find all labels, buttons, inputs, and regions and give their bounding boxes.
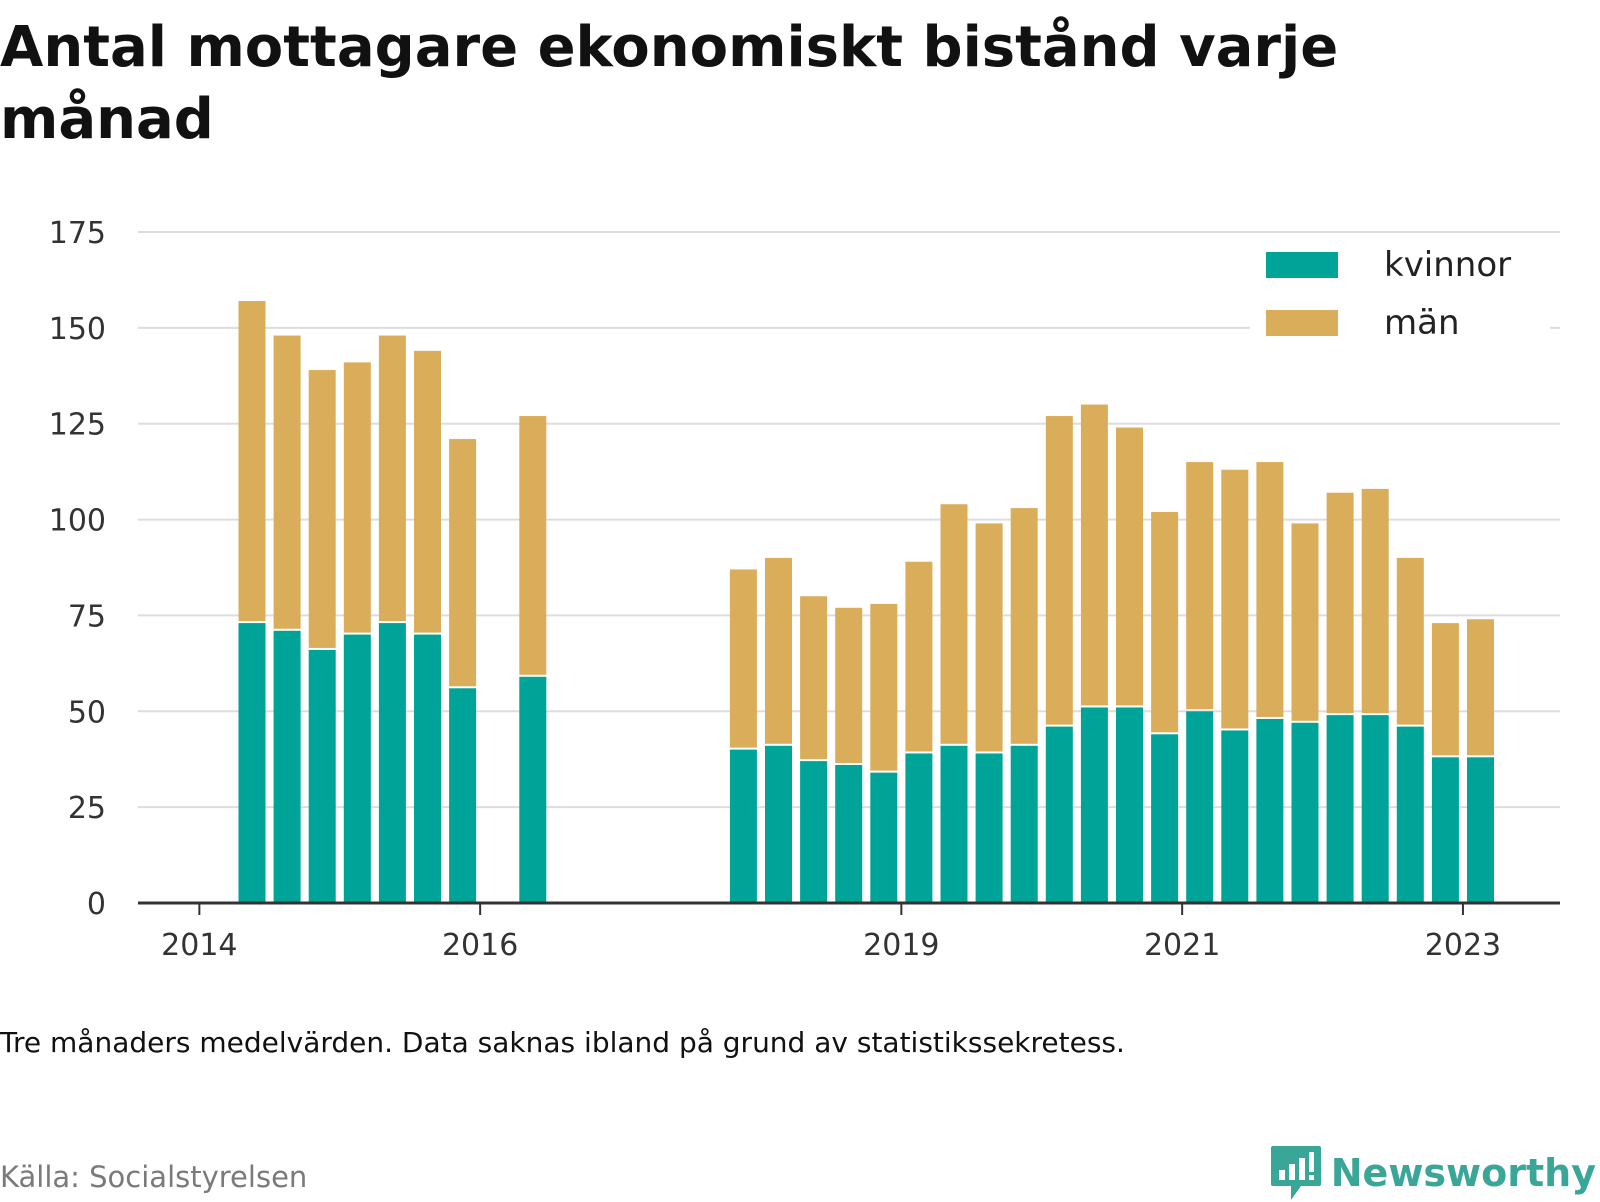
- brand-logo: Newsworthy: [1269, 1144, 1596, 1202]
- legend: kvinnor män: [1250, 236, 1550, 348]
- bar-man: [1291, 523, 1319, 721]
- x-tick-label: 2016: [442, 928, 518, 963]
- y-tick-label: 50: [68, 695, 106, 730]
- legend-swatch-kvinnor: [1266, 252, 1338, 278]
- bar-kvinnor: [238, 623, 266, 903]
- chart-bubble-icon: [1270, 1146, 1321, 1200]
- legend-label-man: män: [1384, 303, 1460, 343]
- bar-kvinnor: [1080, 707, 1108, 903]
- bar-man: [1080, 404, 1108, 706]
- y-tick-label: 150: [49, 312, 106, 347]
- x-tick-label: 2023: [1425, 928, 1501, 963]
- bar-man: [905, 561, 933, 752]
- bar-kvinnor: [1326, 715, 1354, 903]
- bar-man: [800, 596, 828, 760]
- chart-footnote: Tre månaders medelvärden. Data saknas ib…: [0, 1026, 1125, 1059]
- bar-kvinnor: [1221, 730, 1249, 903]
- bar-kvinnor: [975, 753, 1003, 903]
- bar-man: [940, 504, 968, 744]
- bar-kvinnor: [519, 676, 547, 903]
- bar-kvinnor: [1431, 757, 1459, 903]
- bar-man: [1361, 488, 1389, 714]
- chart-title: Antal mottagare ekonomiskt bistånd varje…: [0, 15, 1339, 152]
- y-axis-labels: 0 25 50 75 100 125 150 175: [49, 216, 106, 922]
- bar-kvinnor: [729, 749, 757, 903]
- bar-man: [414, 350, 441, 633]
- y-tick-label: 25: [68, 791, 106, 826]
- bar-man: [870, 603, 898, 771]
- bar-man: [273, 335, 301, 629]
- bar-man: [378, 335, 406, 622]
- bar-man: [835, 607, 863, 763]
- x-tick-label: 2019: [863, 928, 939, 963]
- bar-kvinnor: [1010, 745, 1038, 903]
- bar-man: [729, 569, 757, 748]
- bar-kvinnor: [905, 753, 933, 903]
- y-tick-label: 125: [49, 408, 106, 443]
- bar-kvinnor: [1467, 757, 1494, 903]
- bar-kvinnor: [1361, 715, 1389, 903]
- bar-kvinnor: [940, 745, 968, 903]
- bar-kvinnor: [800, 761, 828, 903]
- bar-chart: 0 25 50 75 100 125 150 175 2014 2016 2019 2021 2023…: [49, 216, 1560, 963]
- bar-man: [1431, 623, 1459, 756]
- y-tick-label: 175: [49, 216, 106, 251]
- bar-man: [765, 557, 792, 744]
- bar-man: [449, 439, 477, 687]
- bar-man: [238, 301, 266, 622]
- bar-kvinnor: [449, 688, 477, 903]
- bar-man: [1186, 462, 1214, 710]
- legend-swatch-man: [1266, 310, 1338, 336]
- bar-kvinnor: [343, 634, 371, 903]
- legend-label-kvinnor: kvinnor: [1384, 245, 1511, 285]
- bar-kvinnor: [273, 630, 301, 903]
- bar-kvinnor: [835, 764, 863, 903]
- bar-kvinnor: [765, 745, 792, 903]
- bar-man: [519, 416, 547, 675]
- bar-man: [1326, 492, 1354, 714]
- y-tick-label: 75: [68, 599, 106, 634]
- chart-source: Källa: Socialstyrelsen: [0, 1160, 308, 1194]
- x-axis-ticks: 2014 2016 2019 2021 2023: [161, 903, 1501, 963]
- y-tick-label: 100: [49, 504, 106, 539]
- bar-man: [1116, 427, 1143, 706]
- bar-man: [1467, 619, 1494, 756]
- bar-kvinnor: [1291, 722, 1319, 903]
- bar-kvinnor: [1186, 711, 1214, 903]
- bar-kvinnor: [870, 772, 898, 903]
- bar-man: [1221, 469, 1249, 729]
- bar-man: [1396, 557, 1424, 725]
- y-tick-label: 0: [87, 887, 106, 922]
- bar-man: [1045, 416, 1073, 725]
- bar-man: [1151, 511, 1179, 733]
- bar-man: [975, 523, 1003, 752]
- bar-kvinnor: [308, 649, 336, 903]
- bar-kvinnor: [414, 634, 441, 903]
- bar-kvinnor: [378, 623, 406, 903]
- bar-man: [1256, 462, 1284, 717]
- bar-kvinnor: [1045, 726, 1073, 903]
- bar-kvinnor: [1396, 726, 1424, 903]
- bar-man: [343, 362, 371, 633]
- bar-kvinnor: [1151, 734, 1179, 903]
- brand-name: Newsworthy: [1330, 1151, 1596, 1195]
- bar-kvinnor: [1116, 707, 1143, 903]
- bar-kvinnor: [1256, 718, 1284, 903]
- bar-man: [308, 370, 336, 648]
- x-tick-label: 2014: [161, 928, 237, 963]
- bar-man: [1010, 508, 1038, 744]
- x-tick-label: 2021: [1144, 928, 1220, 963]
- bars: [238, 301, 1494, 903]
